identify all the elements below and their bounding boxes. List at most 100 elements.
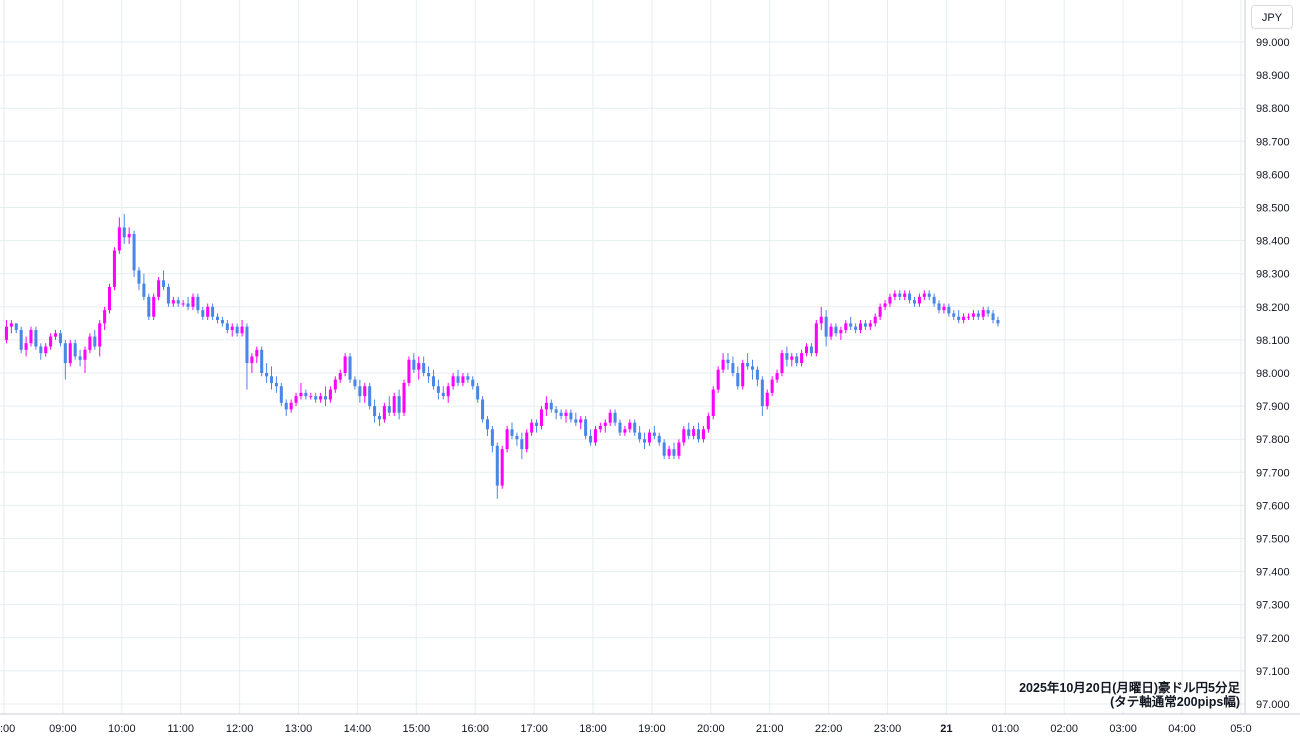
candle-body bbox=[29, 329, 33, 344]
candle bbox=[319, 392, 323, 403]
candle-body bbox=[211, 306, 215, 317]
candle-body bbox=[564, 412, 568, 417]
candle bbox=[608, 409, 612, 426]
candle bbox=[932, 293, 936, 307]
candle-body bbox=[152, 296, 156, 317]
candle-body bbox=[996, 320, 1000, 324]
candle-body bbox=[731, 363, 735, 373]
candle-body bbox=[260, 349, 264, 373]
candle bbox=[269, 366, 274, 390]
candle bbox=[647, 429, 651, 446]
candle-body bbox=[790, 356, 794, 360]
candle-body bbox=[966, 316, 971, 318]
candle-body bbox=[780, 353, 784, 373]
x-tick-label: 09:00 bbox=[49, 723, 77, 735]
candle bbox=[652, 425, 656, 440]
candle-body bbox=[63, 343, 67, 364]
candle bbox=[44, 343, 48, 357]
candle-body bbox=[682, 429, 686, 443]
candle-body bbox=[873, 316, 877, 324]
candle-body bbox=[88, 336, 92, 350]
candle bbox=[196, 293, 200, 314]
candle-body bbox=[770, 379, 774, 393]
candle bbox=[245, 323, 249, 390]
candle-body bbox=[701, 429, 705, 440]
y-tick-label: 97.000 bbox=[1256, 699, 1290, 711]
candle-body bbox=[667, 449, 671, 456]
candle bbox=[618, 419, 622, 436]
candle bbox=[358, 379, 362, 403]
candle bbox=[103, 306, 107, 330]
y-tick-label: 99.000 bbox=[1256, 37, 1290, 49]
candle bbox=[363, 382, 367, 403]
candle bbox=[662, 439, 666, 460]
candle bbox=[986, 306, 990, 317]
candle bbox=[471, 376, 475, 390]
candle bbox=[863, 320, 867, 330]
candle bbox=[746, 353, 750, 370]
candle bbox=[564, 409, 568, 423]
candle-body bbox=[976, 313, 980, 317]
candle bbox=[868, 320, 872, 330]
candle bbox=[377, 412, 382, 426]
candle-body bbox=[407, 359, 411, 383]
candle-body bbox=[431, 376, 436, 387]
candle-body bbox=[957, 316, 961, 321]
candle bbox=[804, 343, 809, 357]
candle bbox=[697, 422, 701, 443]
candle-body bbox=[49, 336, 53, 347]
candle bbox=[981, 306, 985, 321]
candle bbox=[220, 316, 224, 327]
candle-body bbox=[328, 389, 332, 400]
candle-body bbox=[181, 303, 185, 305]
candle bbox=[166, 283, 170, 307]
candle bbox=[299, 382, 303, 400]
candles bbox=[4, 214, 1000, 499]
candle-body bbox=[510, 429, 514, 436]
candle-body bbox=[368, 386, 372, 407]
candle bbox=[966, 313, 971, 321]
candle bbox=[98, 320, 102, 357]
candle bbox=[525, 429, 529, 453]
candle bbox=[161, 270, 166, 291]
candle bbox=[201, 306, 205, 321]
candle-body bbox=[809, 346, 813, 354]
candle bbox=[878, 303, 882, 321]
currency-label[interactable]: JPY bbox=[1251, 5, 1293, 29]
candle bbox=[927, 290, 931, 301]
candle-body bbox=[991, 313, 995, 321]
candle bbox=[706, 412, 710, 433]
candle bbox=[456, 369, 460, 387]
candle bbox=[505, 425, 509, 453]
candle-body bbox=[24, 343, 28, 350]
candle-body bbox=[397, 396, 401, 413]
candle bbox=[417, 356, 421, 380]
candle bbox=[937, 300, 941, 314]
candle bbox=[500, 445, 504, 489]
candle bbox=[225, 320, 229, 334]
candle bbox=[814, 320, 818, 357]
y-tick-label: 98.300 bbox=[1256, 269, 1290, 281]
candle bbox=[83, 346, 87, 373]
x-tick-label: 20:00 bbox=[697, 723, 725, 735]
candle-body bbox=[908, 293, 912, 301]
candle bbox=[436, 379, 440, 400]
candle bbox=[446, 382, 450, 403]
candle-body bbox=[490, 429, 494, 446]
candle bbox=[800, 349, 804, 367]
candle-body bbox=[471, 379, 475, 387]
candle bbox=[68, 339, 72, 367]
candle bbox=[633, 419, 637, 436]
candle-body bbox=[741, 363, 745, 387]
candle-body bbox=[755, 369, 759, 380]
candle bbox=[765, 389, 769, 410]
x-axis-ticks: :00 09:00 10:00 11:00 12:00 13:00 14:00 15:00 16… bbox=[0, 723, 1252, 735]
candle-body bbox=[579, 419, 583, 423]
candle bbox=[682, 425, 686, 446]
candle-body bbox=[795, 356, 799, 364]
candle bbox=[14, 323, 18, 334]
candle bbox=[996, 316, 1000, 327]
candle bbox=[73, 339, 77, 360]
candle-body bbox=[746, 363, 750, 367]
